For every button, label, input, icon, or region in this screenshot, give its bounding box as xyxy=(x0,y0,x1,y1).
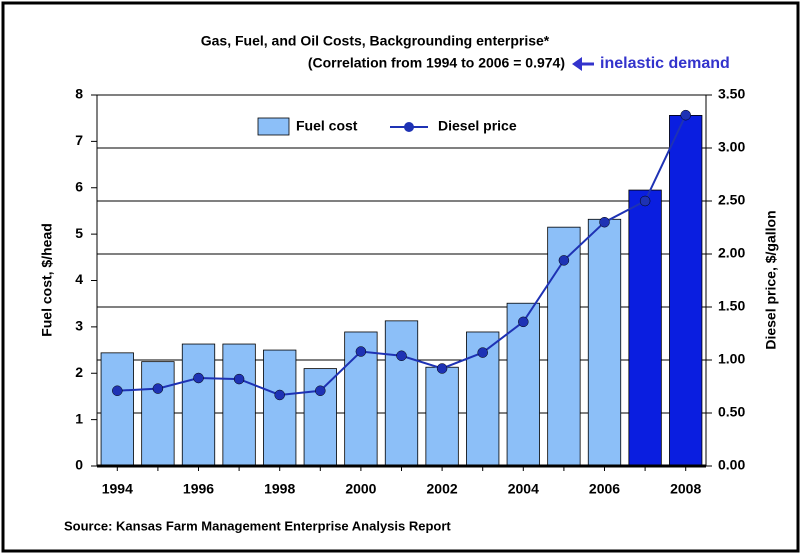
legend-label: Fuel cost xyxy=(296,118,358,134)
x-tick-label: 2006 xyxy=(589,481,620,497)
bar xyxy=(222,343,256,467)
bar xyxy=(587,218,622,467)
legend-swatch xyxy=(404,122,414,132)
point xyxy=(680,109,691,121)
bar xyxy=(669,115,703,467)
bar xyxy=(141,361,175,467)
point xyxy=(396,350,407,362)
chart-subtitle: (Correlation from 1994 to 2006 = 0.974) xyxy=(308,55,565,71)
bar xyxy=(425,366,459,467)
y-tick-label: 4 xyxy=(75,271,83,287)
bar xyxy=(263,349,297,467)
point xyxy=(193,372,204,384)
annotation: inelastic demand xyxy=(600,55,730,72)
point xyxy=(315,385,326,396)
point xyxy=(152,383,164,394)
bar xyxy=(303,368,337,467)
annotation-arrow xyxy=(572,57,594,71)
y-tick-label: 3 xyxy=(75,318,83,334)
bar xyxy=(506,302,540,467)
point xyxy=(355,346,367,357)
bar xyxy=(628,189,662,467)
y-tick-label: 0 xyxy=(75,457,83,473)
point xyxy=(639,195,651,207)
legend-label: Diesel price xyxy=(438,118,517,134)
point xyxy=(274,389,285,401)
y2-tick-label: 2.50 xyxy=(718,192,745,208)
y-tick-label: 8 xyxy=(75,86,83,102)
x-tick-label: 2004 xyxy=(508,481,539,497)
y2-axis-label: Diesel price, $/gallon xyxy=(763,210,779,349)
y2-tick-label: 0.00 xyxy=(718,457,745,473)
point xyxy=(599,216,610,228)
y2-tick-label: 1.00 xyxy=(718,351,745,367)
y-tick-label: 1 xyxy=(75,410,83,426)
y2-tick-label: 2.00 xyxy=(718,245,745,261)
y2-tick-label: 1.50 xyxy=(718,298,745,314)
x-tick-label: 1994 xyxy=(102,481,133,497)
bar xyxy=(181,343,216,467)
x-tick-label: 2008 xyxy=(670,481,701,497)
chart-title: Gas, Fuel, and Oil Costs, Backgrounding … xyxy=(201,33,550,49)
point xyxy=(518,316,529,328)
legend-swatch xyxy=(257,117,290,136)
point xyxy=(233,373,245,385)
y2-tick-label: 3.00 xyxy=(718,139,745,155)
x-tick-label: 1998 xyxy=(264,481,295,497)
source: Source: Kansas Farm Management Enterpris… xyxy=(64,518,451,533)
point xyxy=(477,347,488,358)
y-tick-label: 5 xyxy=(75,225,83,241)
y2-tick-label: 3.50 xyxy=(718,86,745,102)
x-tick-label: 1996 xyxy=(183,481,214,497)
y-axis-label: Fuel cost, $/head xyxy=(39,223,55,337)
point xyxy=(436,363,448,374)
bar xyxy=(547,226,581,467)
bar xyxy=(384,320,419,467)
bar xyxy=(100,352,134,467)
x-tick-label: 2002 xyxy=(427,481,458,497)
y-tick-label: 7 xyxy=(75,132,83,148)
x-tick-label: 2000 xyxy=(345,481,376,497)
y2-tick-label: 0.50 xyxy=(718,404,745,420)
point xyxy=(112,385,123,396)
y-tick-label: 2 xyxy=(75,364,83,380)
y-tick-label: 6 xyxy=(75,178,83,194)
point xyxy=(558,255,570,266)
